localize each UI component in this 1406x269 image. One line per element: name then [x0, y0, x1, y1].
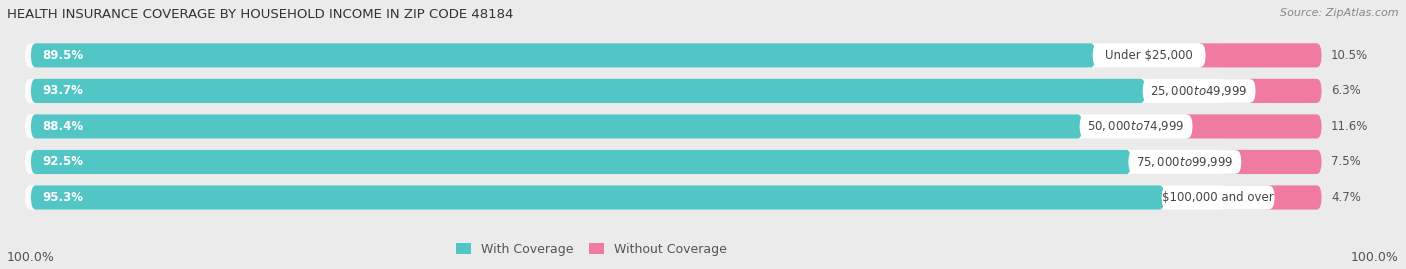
FancyBboxPatch shape [1143, 79, 1256, 102]
FancyBboxPatch shape [31, 150, 1132, 174]
Text: 4.7%: 4.7% [1331, 191, 1361, 204]
Text: $50,000 to $74,999: $50,000 to $74,999 [1087, 119, 1185, 133]
Text: 92.5%: 92.5% [42, 155, 84, 168]
FancyBboxPatch shape [1161, 186, 1275, 209]
Text: 7.5%: 7.5% [1331, 155, 1361, 168]
FancyBboxPatch shape [25, 150, 1226, 174]
Text: 100.0%: 100.0% [7, 251, 55, 264]
FancyBboxPatch shape [31, 185, 1164, 210]
Text: $75,000 to $99,999: $75,000 to $99,999 [1136, 155, 1233, 169]
Text: 11.6%: 11.6% [1331, 120, 1368, 133]
Text: HEALTH INSURANCE COVERAGE BY HOUSEHOLD INCOME IN ZIP CODE 48184: HEALTH INSURANCE COVERAGE BY HOUSEHOLD I… [7, 8, 513, 21]
FancyBboxPatch shape [1129, 150, 1241, 174]
FancyBboxPatch shape [25, 79, 1226, 103]
FancyBboxPatch shape [25, 185, 1226, 210]
FancyBboxPatch shape [31, 43, 1095, 68]
FancyBboxPatch shape [25, 114, 1226, 139]
Text: $100,000 and over: $100,000 and over [1163, 191, 1274, 204]
FancyBboxPatch shape [1247, 79, 1322, 103]
FancyBboxPatch shape [1184, 114, 1322, 139]
Text: Under $25,000: Under $25,000 [1105, 49, 1194, 62]
Text: 88.4%: 88.4% [42, 120, 84, 133]
FancyBboxPatch shape [1080, 115, 1192, 138]
Text: 6.3%: 6.3% [1331, 84, 1361, 97]
Text: 89.5%: 89.5% [42, 49, 84, 62]
FancyBboxPatch shape [31, 114, 1083, 139]
FancyBboxPatch shape [1092, 44, 1206, 67]
FancyBboxPatch shape [31, 79, 1146, 103]
Legend: With Coverage, Without Coverage: With Coverage, Without Coverage [457, 243, 727, 256]
FancyBboxPatch shape [1197, 43, 1322, 68]
FancyBboxPatch shape [1265, 185, 1322, 210]
Text: Source: ZipAtlas.com: Source: ZipAtlas.com [1281, 8, 1399, 18]
Text: 10.5%: 10.5% [1331, 49, 1368, 62]
Text: 95.3%: 95.3% [42, 191, 84, 204]
Text: 100.0%: 100.0% [1351, 251, 1399, 264]
FancyBboxPatch shape [1233, 150, 1322, 174]
Text: 93.7%: 93.7% [42, 84, 83, 97]
FancyBboxPatch shape [25, 43, 1226, 68]
Text: $25,000 to $49,999: $25,000 to $49,999 [1150, 84, 1249, 98]
